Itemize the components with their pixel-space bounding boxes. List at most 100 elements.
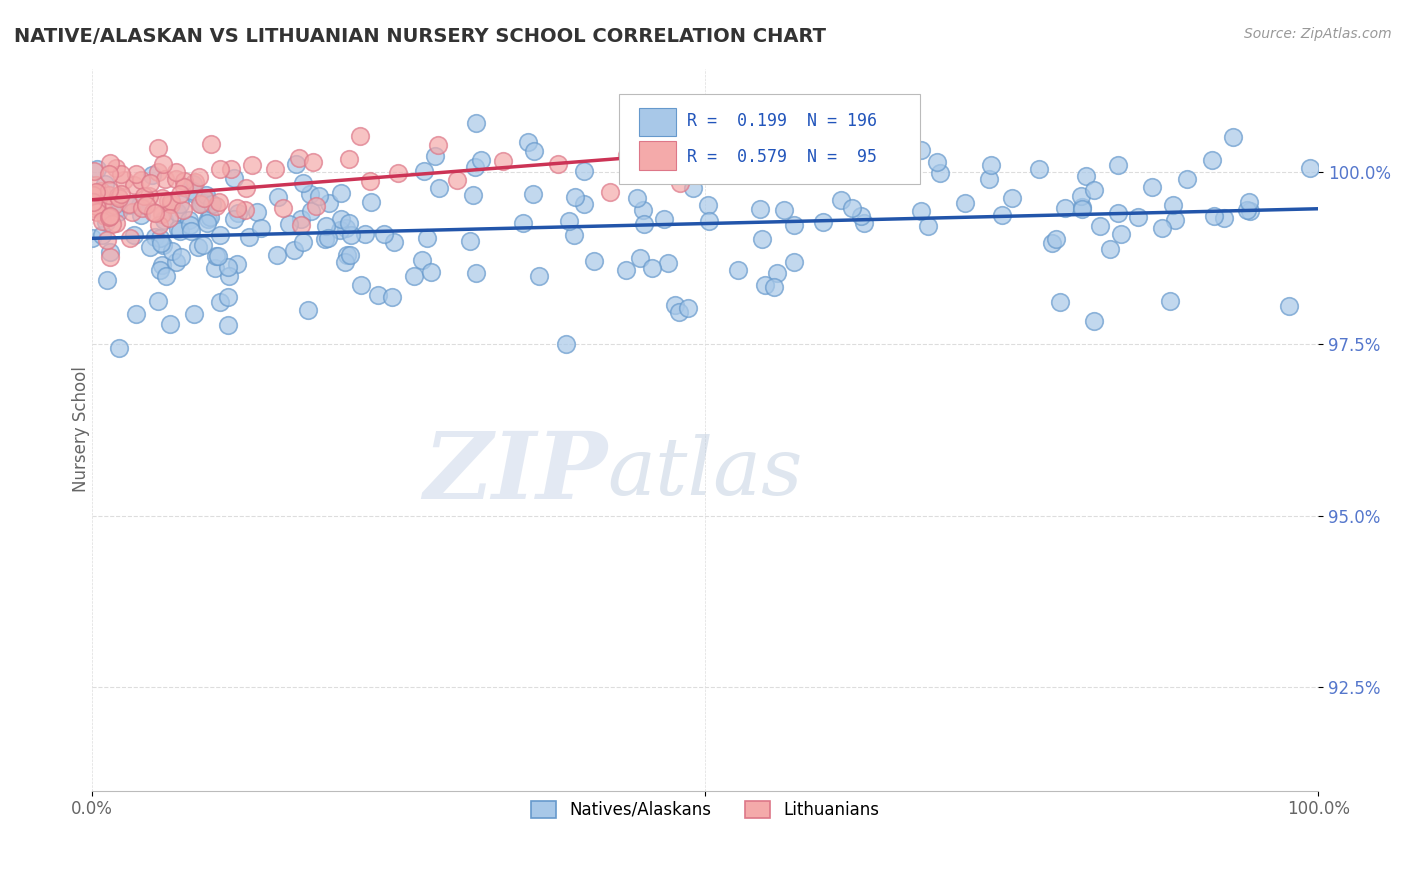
Point (953, 196, 976, 211)
Point (491, 154, 513, 169)
Point (191, 238, 214, 252)
Point (284, 157, 307, 171)
Point (208, 162, 231, 177)
Text: ZIP: ZIP (423, 428, 607, 518)
Point (1212, 211, 1234, 225)
Point (149, 263, 172, 277)
Point (98, 155, 121, 169)
Point (183, 307, 205, 321)
Point (676, 301, 699, 316)
Point (187, 240, 209, 254)
Point (381, 290, 404, 304)
Point (159, 194, 181, 208)
Point (910, 204, 932, 219)
Point (928, 166, 950, 180)
Point (90, 184, 112, 198)
Point (335, 221, 357, 235)
Point (205, 249, 228, 263)
Point (387, 166, 409, 180)
Point (464, 116, 486, 130)
Point (96, 233, 118, 247)
Point (977, 172, 1000, 186)
Point (198, 211, 221, 225)
Point (181, 184, 204, 198)
Point (157, 194, 180, 209)
Point (118, 197, 141, 211)
Point (668, 305, 690, 319)
Point (82, 231, 104, 245)
Point (188, 197, 211, 211)
Point (142, 204, 165, 219)
Point (180, 224, 202, 238)
Point (1236, 202, 1258, 217)
Point (349, 129, 371, 144)
Point (423, 148, 446, 162)
Point (783, 254, 806, 268)
Point (150, 206, 173, 220)
Text: NATIVE/ALASKAN VS LITHUANIAN NURSERY SCHOOL CORRELATION CHART: NATIVE/ALASKAN VS LITHUANIAN NURSERY SCH… (14, 27, 827, 45)
Point (143, 206, 166, 220)
Point (217, 318, 239, 332)
Point (411, 252, 433, 267)
Text: Source: ZipAtlas.com: Source: ZipAtlas.com (1244, 27, 1392, 41)
Point (193, 191, 215, 205)
Point (83, 201, 105, 215)
Point (1298, 161, 1320, 175)
Point (172, 203, 194, 218)
Point (112, 173, 135, 187)
Point (852, 216, 875, 230)
Point (159, 317, 181, 331)
Point (1152, 221, 1174, 235)
Point (165, 172, 187, 186)
Point (1083, 183, 1105, 197)
Point (1140, 180, 1163, 194)
Point (187, 170, 209, 185)
Point (633, 217, 655, 231)
Point (529, 268, 551, 283)
Point (811, 215, 834, 229)
Point (94, 209, 117, 223)
Point (654, 212, 676, 227)
Point (404, 269, 426, 284)
Point (564, 190, 586, 204)
Point (340, 228, 363, 243)
Point (194, 191, 217, 205)
Point (138, 240, 160, 254)
Point (82, 195, 104, 210)
Point (101, 217, 124, 231)
Text: R =  0.199  N = 196: R = 0.199 N = 196 (688, 112, 877, 130)
Point (157, 211, 180, 226)
Point (773, 202, 796, 217)
Point (350, 278, 373, 293)
Point (226, 202, 249, 216)
Point (669, 176, 692, 190)
Point (1175, 172, 1198, 186)
Point (664, 298, 686, 312)
Point (305, 199, 328, 213)
Point (110, 186, 132, 201)
Y-axis label: Nursery School: Nursery School (72, 367, 90, 492)
Point (679, 164, 702, 178)
Point (91, 228, 114, 243)
Point (169, 224, 191, 238)
Point (1099, 242, 1122, 256)
Point (830, 193, 852, 207)
Point (86, 186, 108, 201)
Point (266, 247, 288, 261)
Point (353, 227, 375, 242)
Point (271, 201, 294, 215)
Point (1201, 153, 1223, 168)
Point (246, 205, 269, 219)
Point (219, 162, 242, 177)
Point (125, 167, 148, 181)
Point (841, 202, 863, 216)
Point (93, 177, 115, 191)
Point (754, 278, 776, 293)
Point (640, 260, 662, 275)
Point (152, 238, 174, 252)
FancyBboxPatch shape (638, 142, 676, 170)
Point (124, 228, 146, 243)
Point (139, 176, 162, 190)
Point (184, 186, 207, 201)
Point (108, 191, 131, 205)
